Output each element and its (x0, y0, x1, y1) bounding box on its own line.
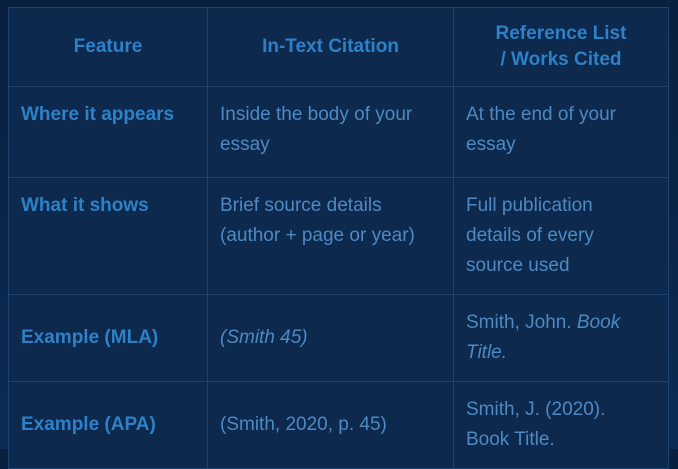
citation-comparison-table-wrap: Feature In-Text Citation Reference List … (8, 7, 669, 469)
in-text-cell: Brief source details (author + page or y… (207, 177, 454, 295)
citation-comparison-table: Feature In-Text Citation Reference List … (8, 7, 669, 469)
header-row: Feature In-Text Citation Reference List … (8, 7, 669, 87)
feature-cell: Example (MLA) (8, 294, 208, 382)
text-segment: At the end of your essay (466, 104, 616, 155)
header-feature: Feature (8, 7, 208, 87)
text-segment: Smith, John. (466, 312, 577, 333)
table-row-example-apa: Example (APA) (Smith, 2020, p. 45) Smith… (8, 381, 669, 469)
in-text-cell: (Smith 45) (207, 294, 454, 382)
text-segment: Full publication details of every source… (466, 195, 594, 276)
reference-cell: Smith, J. (2020). Book Title. (453, 381, 669, 469)
italic-text-segment: Book Title. (466, 312, 621, 363)
reference-cell: Full publication details of every source… (453, 177, 669, 295)
text-segment: Brief source details (author + page or y… (220, 195, 415, 246)
table-row-where-it-appears: Where it appears Inside the body of your… (8, 86, 669, 178)
table-header: Feature In-Text Citation Reference List … (8, 7, 669, 87)
reference-cell: At the end of your essay (453, 86, 669, 178)
table-row-what-it-shows: What it shows Brief source details (auth… (8, 177, 669, 295)
reference-cell: Smith, John. Book Title. (453, 294, 669, 382)
feature-cell: Example (APA) (8, 381, 208, 469)
in-text-cell: (Smith, 2020, p. 45) (207, 381, 454, 469)
table-body: Where it appears Inside the body of your… (8, 86, 669, 469)
feature-cell: What it shows (8, 177, 208, 295)
text-segment: Inside the body of your essay (220, 104, 413, 155)
italic-text-segment: (Smith 45) (220, 327, 308, 348)
text-segment: (Smith, 2020, p. 45) (220, 414, 387, 435)
table-row-example-mla: Example (MLA) (Smith 45) Smith, John. Bo… (8, 294, 669, 382)
header-reference-list: Reference List / Works Cited (453, 7, 669, 87)
header-in-text-citation: In-Text Citation (207, 7, 454, 87)
feature-cell: Where it appears (8, 86, 208, 178)
text-segment: Smith, J. (2020). Book Title. (466, 399, 606, 450)
in-text-cell: Inside the body of your essay (207, 86, 454, 178)
